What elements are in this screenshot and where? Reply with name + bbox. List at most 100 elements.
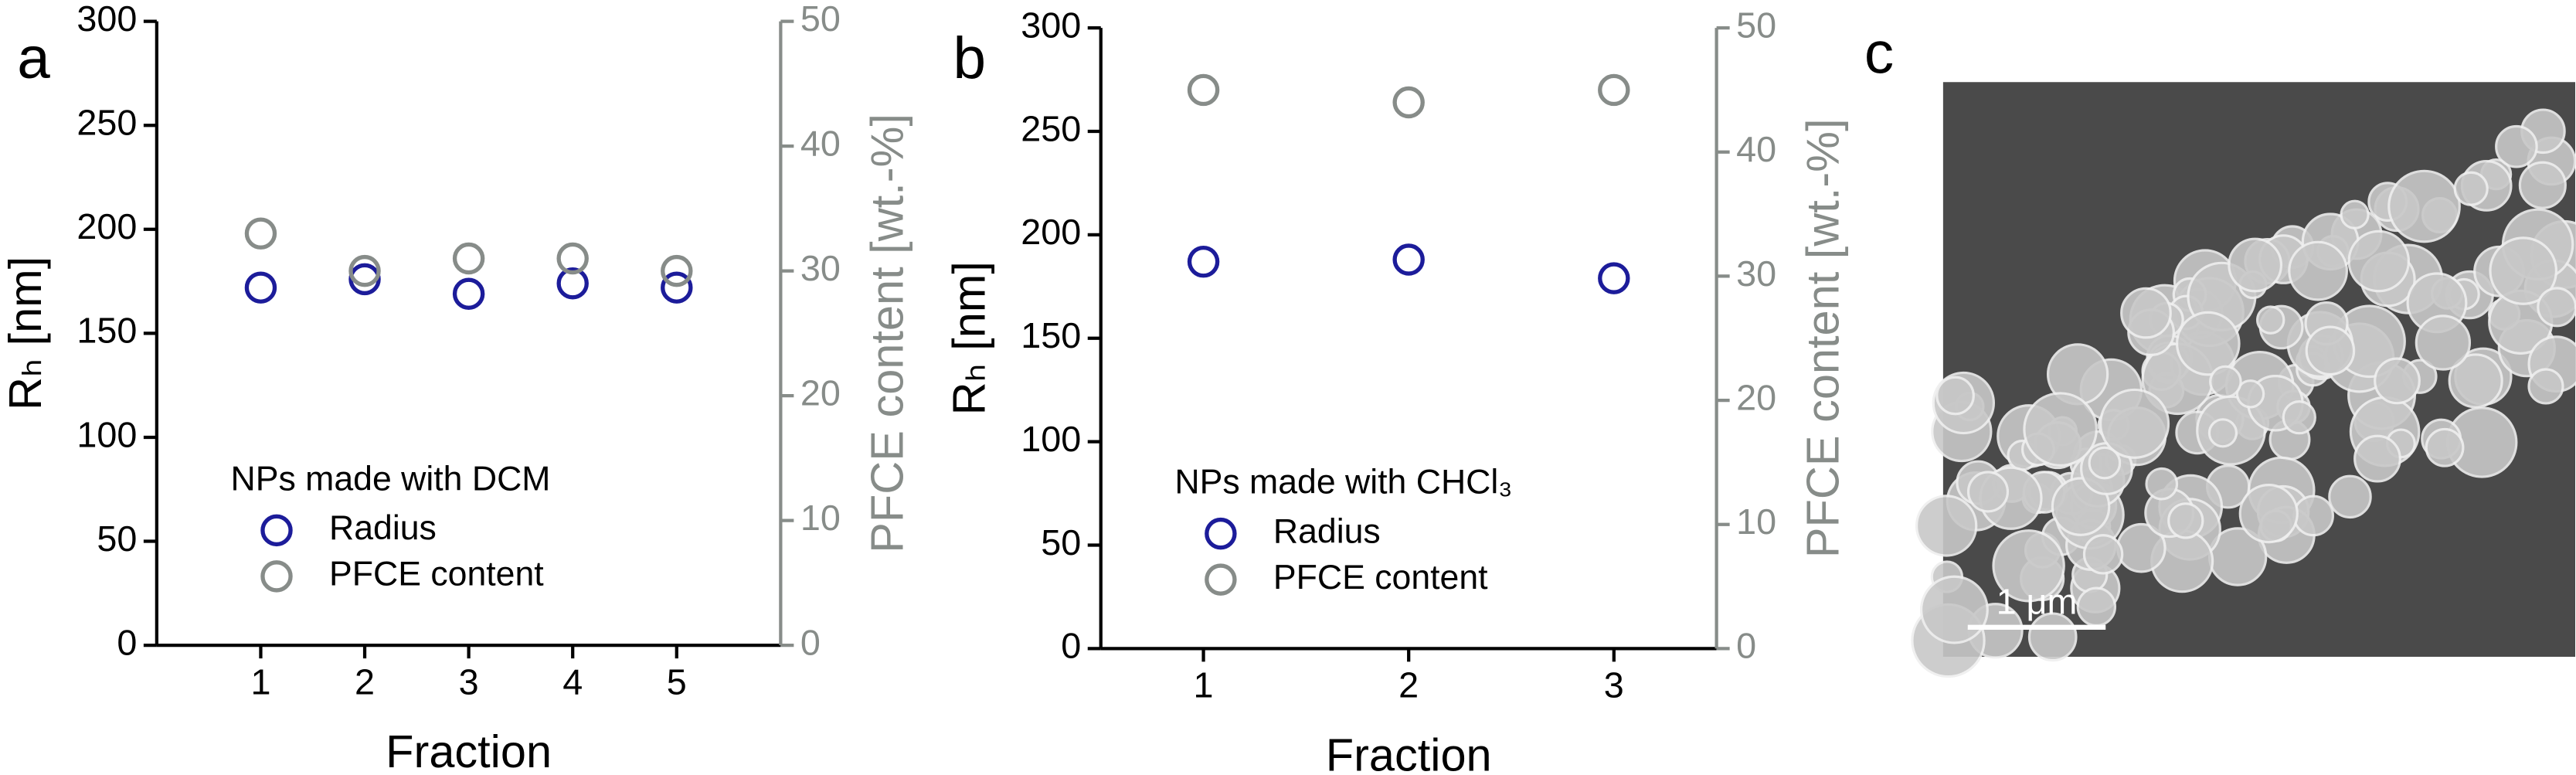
y2-tick-label: 40 — [1736, 129, 1776, 169]
y-tick-label: 200 — [76, 206, 137, 246]
sem-particle — [2387, 169, 2461, 243]
sem-particle — [1915, 495, 1978, 557]
sem-particle — [2238, 484, 2299, 544]
legend-marker — [1205, 563, 1237, 596]
y-tick-label: 150 — [1021, 315, 1081, 355]
sem-particle — [1966, 471, 2010, 513]
y-tick-label: 50 — [97, 518, 137, 559]
panel-label: b — [953, 25, 987, 91]
sem-particle — [2518, 161, 2567, 209]
y-tick-label: 200 — [1021, 212, 1081, 252]
marker — [348, 263, 381, 296]
y-axis-label: Rₕ [nm] — [943, 261, 995, 415]
legend-title: NPs made with CHCl₃ — [1174, 464, 1512, 501]
x-tick-label: 5 — [667, 661, 687, 702]
sem-particle — [2088, 446, 2122, 480]
sem-particle — [2256, 305, 2285, 335]
y-tick-label: 250 — [76, 103, 137, 143]
marker — [1598, 73, 1630, 107]
sem-particle — [2453, 171, 2489, 206]
sem-particle — [2099, 388, 2170, 459]
y2-axis-label: PFCE content [wt.-%] — [1797, 118, 1849, 558]
legend-marker — [1205, 517, 1237, 550]
legend-marker — [260, 514, 293, 547]
sem-particle — [1992, 529, 2065, 603]
y-tick-label: 0 — [117, 622, 137, 662]
sem-particle — [2288, 240, 2348, 301]
legend-label: PFCE content — [1273, 559, 1488, 597]
y2-tick-label: 10 — [1736, 501, 1776, 542]
marker — [556, 267, 589, 300]
y-tick-label: 250 — [1021, 108, 1081, 148]
x-tick-label: 3 — [459, 661, 479, 702]
y2-tick-label: 50 — [800, 0, 841, 39]
marker — [661, 271, 693, 304]
marker — [348, 254, 381, 287]
y2-tick-label: 50 — [1736, 5, 1776, 45]
sem-particle — [2023, 392, 2098, 467]
marker — [556, 242, 589, 275]
sem-particle — [2537, 287, 2576, 328]
sem-particle — [2076, 586, 2117, 627]
sem-particle — [2282, 400, 2316, 435]
legend-marker — [260, 560, 293, 593]
y-tick-label: 300 — [76, 0, 137, 39]
sem-particle — [2374, 357, 2421, 405]
y2-axis-label: PFCE content [wt.-%] — [861, 114, 912, 553]
sem-particle — [2207, 418, 2238, 448]
y2-tick-label: 0 — [1736, 626, 1756, 666]
marker — [1392, 86, 1425, 119]
y2-tick-label: 10 — [800, 498, 841, 538]
y2-tick-label: 20 — [800, 372, 841, 413]
sem-particle — [2120, 287, 2172, 339]
y-tick-label: 300 — [1021, 5, 1081, 45]
y2-tick-label: 40 — [800, 123, 841, 163]
panel-label: a — [17, 25, 50, 91]
sem-particle — [2209, 365, 2242, 399]
x-tick-label: 4 — [562, 661, 583, 702]
y2-tick-label: 30 — [1736, 253, 1776, 294]
sem-particle — [2167, 502, 2204, 539]
y2-tick-label: 0 — [800, 622, 821, 662]
y2-tick-label: 30 — [800, 248, 841, 288]
marker — [452, 277, 485, 310]
y-tick-label: 150 — [76, 311, 137, 351]
y-tick-label: 0 — [1061, 626, 1081, 666]
marker — [244, 217, 277, 250]
marker — [1187, 73, 1220, 107]
x-tick-label: 1 — [1194, 665, 1214, 705]
sem-particle — [2425, 427, 2465, 467]
y2-tick-label: 20 — [1736, 377, 1776, 417]
sem-particle — [1935, 376, 1975, 416]
y-tick-label: 100 — [76, 414, 137, 454]
marker — [244, 271, 277, 304]
x-axis-label: Fraction — [1326, 729, 1492, 775]
marker — [1187, 245, 1220, 278]
sem-particle — [2235, 379, 2265, 409]
y-tick-label: 50 — [1041, 522, 1081, 563]
y-tick-label: 100 — [1021, 419, 1081, 459]
sem-particle — [2527, 368, 2564, 405]
sem-particles — [1911, 108, 2576, 678]
sem-particle — [2228, 237, 2283, 293]
sem-particle — [2328, 474, 2372, 519]
sem-particle — [2448, 353, 2503, 409]
sem-particle — [2145, 467, 2179, 501]
x-tick-label: 2 — [1398, 665, 1419, 705]
marker — [1598, 262, 1630, 294]
x-tick-label: 1 — [250, 661, 270, 702]
legend-title: NPs made with DCM — [231, 460, 551, 498]
sem-particle — [2305, 325, 2356, 376]
sem-particle — [2353, 434, 2401, 483]
legend-label: Radius — [1273, 512, 1381, 550]
legend-label: Radius — [329, 509, 437, 547]
x-tick-label: 3 — [1604, 665, 1624, 705]
sem-particle — [2489, 236, 2557, 305]
sem-particle — [2495, 124, 2538, 168]
x-tick-label: 2 — [355, 661, 375, 702]
sem-particle — [2340, 199, 2370, 229]
sem-particle — [2415, 314, 2472, 371]
legend-label: PFCE content — [329, 556, 544, 593]
